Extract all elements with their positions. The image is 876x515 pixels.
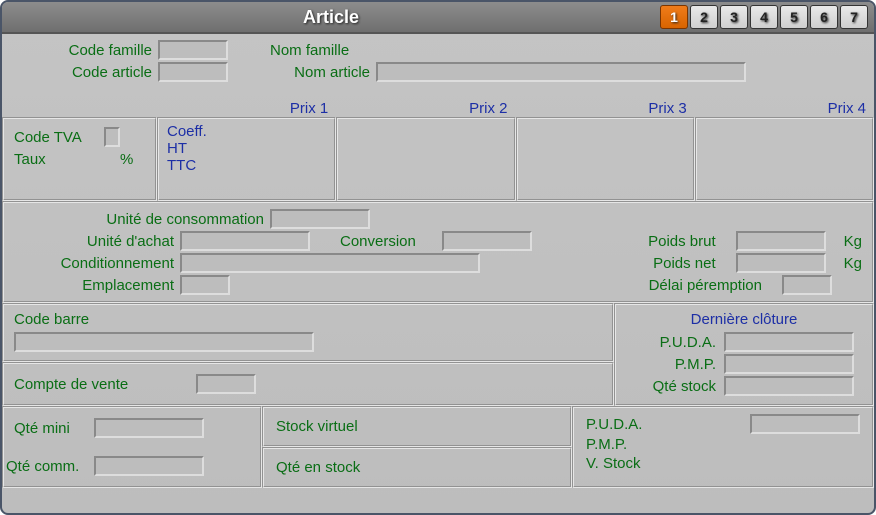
label-prix-2: Prix 2	[336, 100, 515, 117]
barcode-panel: Code barre	[2, 303, 614, 362]
label-nom-famille: Nom famille	[270, 42, 349, 59]
input-cloture-puda[interactable]	[724, 332, 854, 352]
label-cloture-puda: P.U.D.A.	[626, 334, 716, 351]
window-body: Code famille Nom famille Code article No…	[2, 34, 874, 515]
price-box-4	[695, 117, 874, 201]
label-qte-comm: Qté comm.	[6, 458, 94, 475]
pager-tab-3[interactable]: 3	[720, 5, 748, 29]
titlebar: Article 1 2 3 4 5 6 7	[2, 2, 874, 34]
input-code-barre[interactable]	[14, 332, 314, 352]
label-cloture-pmp: P.M.P.	[626, 356, 716, 373]
header-section: Code famille Nom famille Code article No…	[2, 34, 874, 100]
price-row: Code TVA Taux% Coeff. HT TTC	[2, 117, 874, 201]
label-compte-vente: Compte de vente	[14, 376, 128, 393]
input-code-article[interactable]	[158, 62, 228, 82]
label-cloture-qte: Qté stock	[626, 378, 716, 395]
label-code-barre: Code barre	[14, 311, 602, 328]
tva-box: Code TVA Taux%	[2, 117, 157, 201]
label-stock-puda: P.U.D.A.	[586, 416, 676, 433]
input-poids-brut[interactable]	[736, 231, 826, 251]
label-nom-article: Nom article	[270, 64, 370, 81]
input-stock-puda[interactable]	[750, 414, 860, 434]
input-qte-mini[interactable]	[94, 418, 204, 438]
input-conversion[interactable]	[442, 231, 532, 251]
label-code-famille: Code famille	[12, 42, 152, 59]
label-unite-conso: Unité de consommation	[14, 211, 264, 228]
pager-tab-7[interactable]: 7	[840, 5, 868, 29]
label-poids-brut: Poids brut	[648, 233, 716, 250]
label-code-tva: Code TVA	[14, 129, 104, 146]
input-emplacement[interactable]	[180, 275, 230, 295]
label-prix-4: Prix 4	[695, 100, 874, 117]
compte-vente-panel: Compte de vente	[2, 362, 614, 406]
label-prix-1: Prix 1	[157, 100, 336, 117]
label-vstock: V. Stock	[586, 455, 676, 472]
input-unite-achat[interactable]	[180, 231, 310, 251]
input-unite-conso[interactable]	[270, 209, 370, 229]
label-taux: Taux	[14, 151, 120, 168]
units-panel: Unité de consommation Unité d'achat Conv…	[2, 201, 874, 303]
pager-tab-2[interactable]: 2	[690, 5, 718, 29]
label-unite-achat: Unité d'achat	[14, 233, 174, 250]
label-stock-virtuel: Stock virtuel	[276, 418, 358, 435]
input-poids-net[interactable]	[736, 253, 826, 273]
label-prix-3: Prix 3	[516, 100, 695, 117]
pager: 1 2 3 4 5 6 7	[660, 5, 868, 29]
cloture-panel: Dernière clôture P.U.D.A. P.M.P. Qté sto…	[614, 303, 874, 406]
label-qte-mini: Qté mini	[14, 420, 94, 437]
label-conversion: Conversion	[340, 233, 416, 250]
input-cond[interactable]	[180, 253, 480, 273]
label-delai: Délai péremption	[649, 277, 762, 294]
article-window: Article 1 2 3 4 5 6 7 Code famille Nom f…	[0, 0, 876, 515]
label-stock-pmp: P.M.P.	[586, 436, 676, 453]
price-box-2	[336, 117, 515, 201]
stock-row: Qté mini Qté comm. Stock virtuel Qté en …	[2, 406, 874, 488]
label-ttc: TTC	[167, 157, 326, 174]
label-poids-net: Poids net	[653, 255, 716, 272]
pager-tab-6[interactable]: 6	[810, 5, 838, 29]
label-code-article: Code article	[12, 64, 152, 81]
label-cond: Conditionnement	[14, 255, 174, 272]
barcode-cloture-row: Code barre Compte de vente Dernière clôt…	[2, 303, 874, 406]
input-compte-vente[interactable]	[196, 374, 256, 394]
label-emplacement: Emplacement	[14, 277, 174, 294]
input-delai[interactable]	[782, 275, 832, 295]
input-cloture-pmp[interactable]	[724, 354, 854, 374]
unit-kg-2: Kg	[844, 255, 862, 272]
label-coeff: Coeff.	[167, 123, 326, 140]
pager-tab-5[interactable]: 5	[780, 5, 808, 29]
label-qte-en-stock: Qté en stock	[276, 459, 360, 476]
pager-tab-4[interactable]: 4	[750, 5, 778, 29]
price-box-3	[516, 117, 695, 201]
label-taux-unit: %	[120, 151, 133, 168]
unit-kg-1: Kg	[844, 233, 862, 250]
input-qte-comm[interactable]	[94, 456, 204, 476]
input-code-tva[interactable]	[104, 127, 120, 147]
pager-tab-1[interactable]: 1	[660, 5, 688, 29]
input-cloture-qte[interactable]	[724, 376, 854, 396]
label-ht: HT	[167, 140, 326, 157]
input-code-famille[interactable]	[158, 40, 228, 60]
window-title: Article	[2, 7, 660, 28]
label-derniere-cloture: Dernière clôture	[626, 311, 862, 328]
price-box-1: Coeff. HT TTC	[157, 117, 336, 201]
input-nom-article[interactable]	[376, 62, 746, 82]
